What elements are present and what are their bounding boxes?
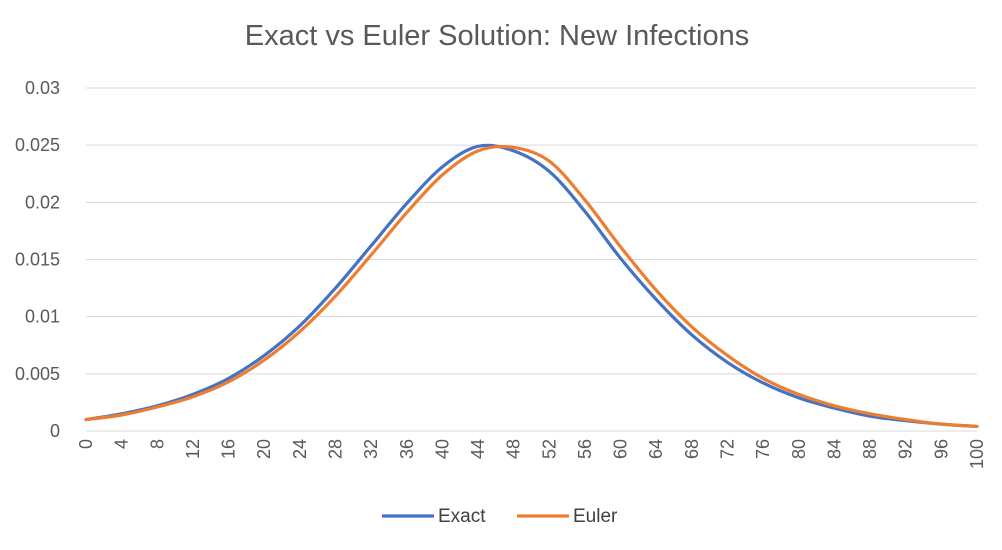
x-tick-label: 48: [504, 439, 524, 459]
x-tick-label: 64: [646, 439, 666, 459]
x-tick-label: 60: [611, 439, 631, 459]
y-tick-label: 0.005: [15, 364, 60, 384]
legend-label-exact: Exact: [438, 506, 486, 527]
y-tick-label: 0: [50, 421, 60, 441]
x-tick-label: 12: [183, 439, 203, 459]
x-tick-label: 40: [432, 439, 452, 459]
x-tick-label: 32: [361, 439, 381, 459]
series-line-exact: [84, 143, 979, 429]
x-axis-ticks: 0 4 8 12 16 20 24 28 32 36 40 44 48 52 56 60 64 68 72 76 80 8…: [76, 439, 987, 469]
series-lines: [84, 143, 979, 429]
y-tick-label: 0.025: [15, 135, 60, 155]
x-tick-label: 44: [468, 439, 488, 459]
x-tick-label: 92: [896, 439, 916, 459]
x-tick-label: 0: [76, 439, 96, 449]
x-tick-label: 88: [860, 439, 880, 459]
y-tick-label: 0.03: [25, 78, 60, 98]
x-tick-label: 4: [112, 439, 132, 449]
x-tick-label: 100: [967, 439, 987, 469]
gridlines: [86, 87, 977, 432]
series-line-euler: [84, 144, 979, 429]
x-tick-label: 28: [325, 439, 345, 459]
x-tick-label: 96: [931, 439, 951, 459]
x-tick-label: 20: [254, 439, 274, 459]
x-tick-label: 76: [753, 439, 773, 459]
x-tick-label: 56: [575, 439, 595, 459]
y-axis-ticks: 0 0.005 0.01 0.015 0.02 0.025 0.03: [15, 78, 60, 441]
chart-title: Exact vs Euler Solution: New Infections: [245, 20, 750, 52]
legend-label-euler: Euler: [573, 506, 618, 527]
y-tick-label: 0.02: [25, 192, 60, 212]
x-tick-label: 16: [219, 439, 239, 459]
x-tick-label: 84: [824, 439, 844, 459]
y-tick-label: 0.01: [25, 307, 60, 327]
x-tick-label: 8: [147, 439, 167, 449]
x-tick-label: 24: [290, 439, 310, 459]
legend: Exact Euler: [382, 506, 618, 527]
x-tick-label: 72: [718, 439, 738, 459]
x-tick-label: 80: [789, 439, 809, 459]
y-tick-label: 0.015: [15, 250, 60, 270]
x-tick-label: 52: [539, 439, 559, 459]
x-tick-label: 68: [682, 439, 702, 459]
x-tick-label: 36: [397, 439, 417, 459]
